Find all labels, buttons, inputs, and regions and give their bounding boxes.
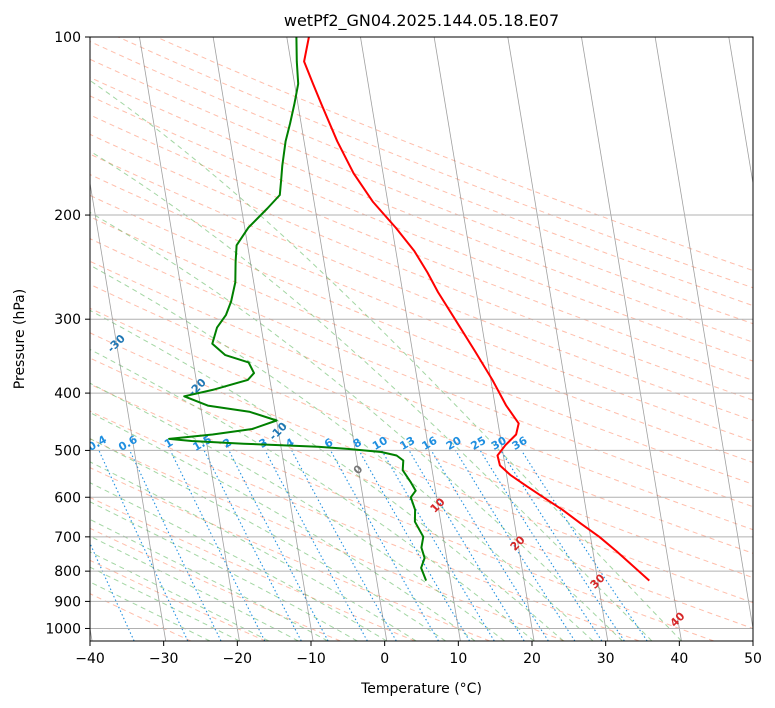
isotherm-line: [90, 180, 167, 641]
moist-adiabat-line: [90, 551, 270, 641]
dry-adiabat-line: [90, 410, 640, 641]
dry-adiabat-line: [90, 357, 753, 630]
mixing-ratio-line: [264, 450, 368, 641]
y-axis-label: Pressure (hPa): [12, 289, 28, 389]
x-tick-label: −10: [296, 651, 326, 667]
moist-adiabat-line: [90, 461, 417, 641]
plot-area: -100-90-80-70-60-50-40-30-20-10010203040…: [90, 37, 753, 641]
isotherm-line: [139, 37, 240, 641]
moist-adiabat-line: [90, 211, 623, 641]
x-tick-label: 10: [449, 651, 467, 667]
dry-adiabat-line: [90, 593, 192, 641]
y-tick-label: 100: [54, 30, 81, 46]
dry-adiabat-line: [90, 559, 266, 641]
isotherm-line: [728, 37, 753, 186]
y-tick-label: 600: [54, 490, 81, 506]
dewpoint-profile-line: [168, 37, 428, 581]
dry-adiabat-line: [90, 40, 753, 307]
moist-adiabat-line: [90, 150, 653, 641]
y-tick-label: 800: [54, 564, 81, 580]
isotherms: [90, 37, 753, 641]
moist-adiabat-line: [90, 535, 299, 641]
x-axis-label: Temperature (°C): [360, 681, 482, 697]
y-tick-label: 400: [54, 386, 81, 402]
mixing-ratio-line: [520, 450, 648, 641]
mixing-ratio-line: [291, 450, 397, 641]
x-tick-label: 30: [597, 651, 615, 667]
dry-adiabat-line: [90, 383, 714, 641]
y-tick-label: 900: [54, 594, 81, 610]
moist-adiabat-line: [90, 309, 564, 641]
moist-adiabat-line: [90, 348, 535, 641]
y-tick-label: 1000: [45, 621, 81, 637]
x-tick-label: −20: [223, 651, 253, 667]
dry-adiabat-line: [90, 283, 753, 554]
chart-title: wetPf2_GN04.2025.144.05.18.E07: [284, 11, 559, 31]
dry-adiabat-line: [90, 194, 753, 464]
mixing-ratio-lines: [90, 450, 648, 641]
isotherm-line: [212, 37, 314, 641]
moist-adiabat-line: [90, 566, 240, 641]
dry-adiabat-line: [90, 58, 753, 325]
mixing-ratio-line: [479, 450, 603, 641]
dry-adiabat-line: [90, 95, 753, 362]
mixing-ratio-line: [408, 450, 525, 641]
x-tick-label: 50: [744, 651, 762, 667]
y-tick-label: 500: [54, 443, 81, 459]
isotherm-line: [433, 37, 535, 641]
dry-adiabat-line: [90, 153, 753, 422]
profile-series: [168, 37, 650, 582]
y-tick-label: 700: [54, 530, 81, 546]
mixing-ratio-line: [169, 450, 266, 641]
moist-adiabat-line: [90, 79, 682, 641]
dry-adiabat-line: [90, 238, 753, 508]
x-axis: −40 −30 −20 −10 0 10 20 30 40 50: [75, 641, 762, 667]
mixing-ratio-line: [455, 450, 576, 641]
moist-adiabat-line: [90, 412, 476, 641]
dry-adiabat-line: [90, 332, 753, 604]
temperature-profile-line: [303, 37, 650, 582]
mixing-ratio-line: [228, 450, 329, 641]
pressure-grid: [90, 37, 753, 629]
moist-adiabat-line: [90, 482, 387, 641]
moist-adiabat-line: [90, 382, 505, 641]
isotherm-line: [654, 37, 753, 631]
mixing-ratio-line: [430, 450, 549, 641]
isotherm-line: [360, 37, 461, 641]
isotherm-line: [286, 37, 388, 641]
x-tick-label: −40: [75, 651, 105, 667]
x-tick-label: 0: [380, 651, 389, 667]
plot-frame: [89, 36, 754, 642]
x-tick-label: 40: [670, 651, 688, 667]
isotherm-line: [507, 37, 609, 641]
moist-adiabats: [90, 79, 682, 641]
dry-adiabat-line: [90, 260, 753, 531]
mixing-ratio-line: [500, 450, 625, 641]
y-axis: 100 200 300 400 500 600 700 800 900 1000: [45, 30, 90, 637]
y-tick-label: 300: [54, 312, 81, 328]
dry-adiabat-line: [90, 467, 490, 641]
y-tick-label: 200: [54, 208, 81, 224]
x-tick-label: 20: [523, 651, 541, 667]
x-tick-label: −30: [149, 651, 179, 667]
isotherm-line: [581, 37, 682, 641]
moist-adiabat-line: [90, 264, 594, 641]
